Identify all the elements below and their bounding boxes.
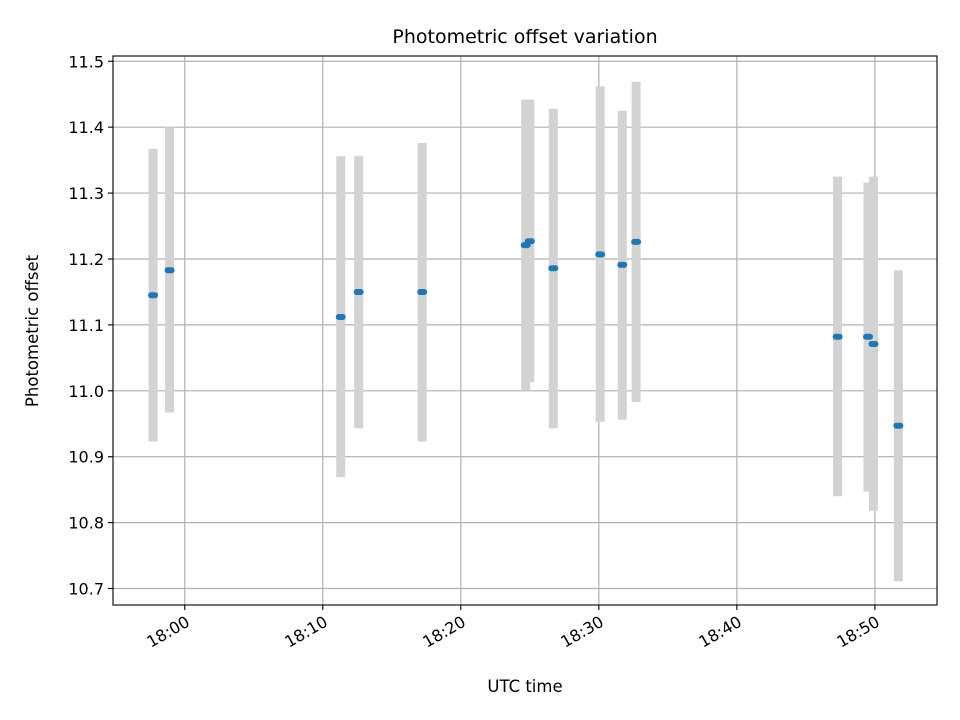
y-tick-label: 11.3 [68,184,104,203]
y-axis-title: Photometric offset [23,254,42,407]
data-point [868,341,879,348]
data-point [417,288,428,295]
chart-title: Photometric offset variation [392,26,657,48]
y-tick-label: 11.5 [68,52,104,71]
data-point [595,251,606,258]
data-point [148,292,159,299]
y-tick-label: 10.8 [68,514,104,533]
data-point [548,265,559,272]
plot-frame [112,55,938,606]
data-point [164,267,175,274]
error-bar-layer [148,81,903,582]
y-tick-label: 11.4 [68,118,104,137]
y-tick-label: 11.1 [68,316,104,335]
data-point [524,238,535,245]
y-tick-label: 10.7 [68,580,104,599]
y-tick-label: 10.9 [68,448,104,467]
data-point [617,261,628,268]
tick-layer: 18:00 18:10 18:20 18:30 18:40 18:50 10.7 10.8 10… [68,52,883,651]
y-tick-label: 11.0 [68,382,104,401]
x-tick-label: 18:20 [419,612,468,652]
data-point [832,333,843,340]
data-point [862,333,873,340]
x-tick-label: 18:30 [557,612,606,652]
data-point [335,313,346,320]
x-tick-label: 18:50 [833,612,882,652]
y-tick-label: 11.2 [68,250,104,269]
x-tick-label: 18:00 [143,612,192,652]
x-tick-label: 18:10 [281,612,330,652]
x-axis-title: UTC time [487,677,562,696]
data-point [631,238,642,245]
point-layer [148,238,904,429]
data-point [893,422,904,429]
data-point [353,288,364,295]
x-tick-label: 18:40 [695,612,744,652]
